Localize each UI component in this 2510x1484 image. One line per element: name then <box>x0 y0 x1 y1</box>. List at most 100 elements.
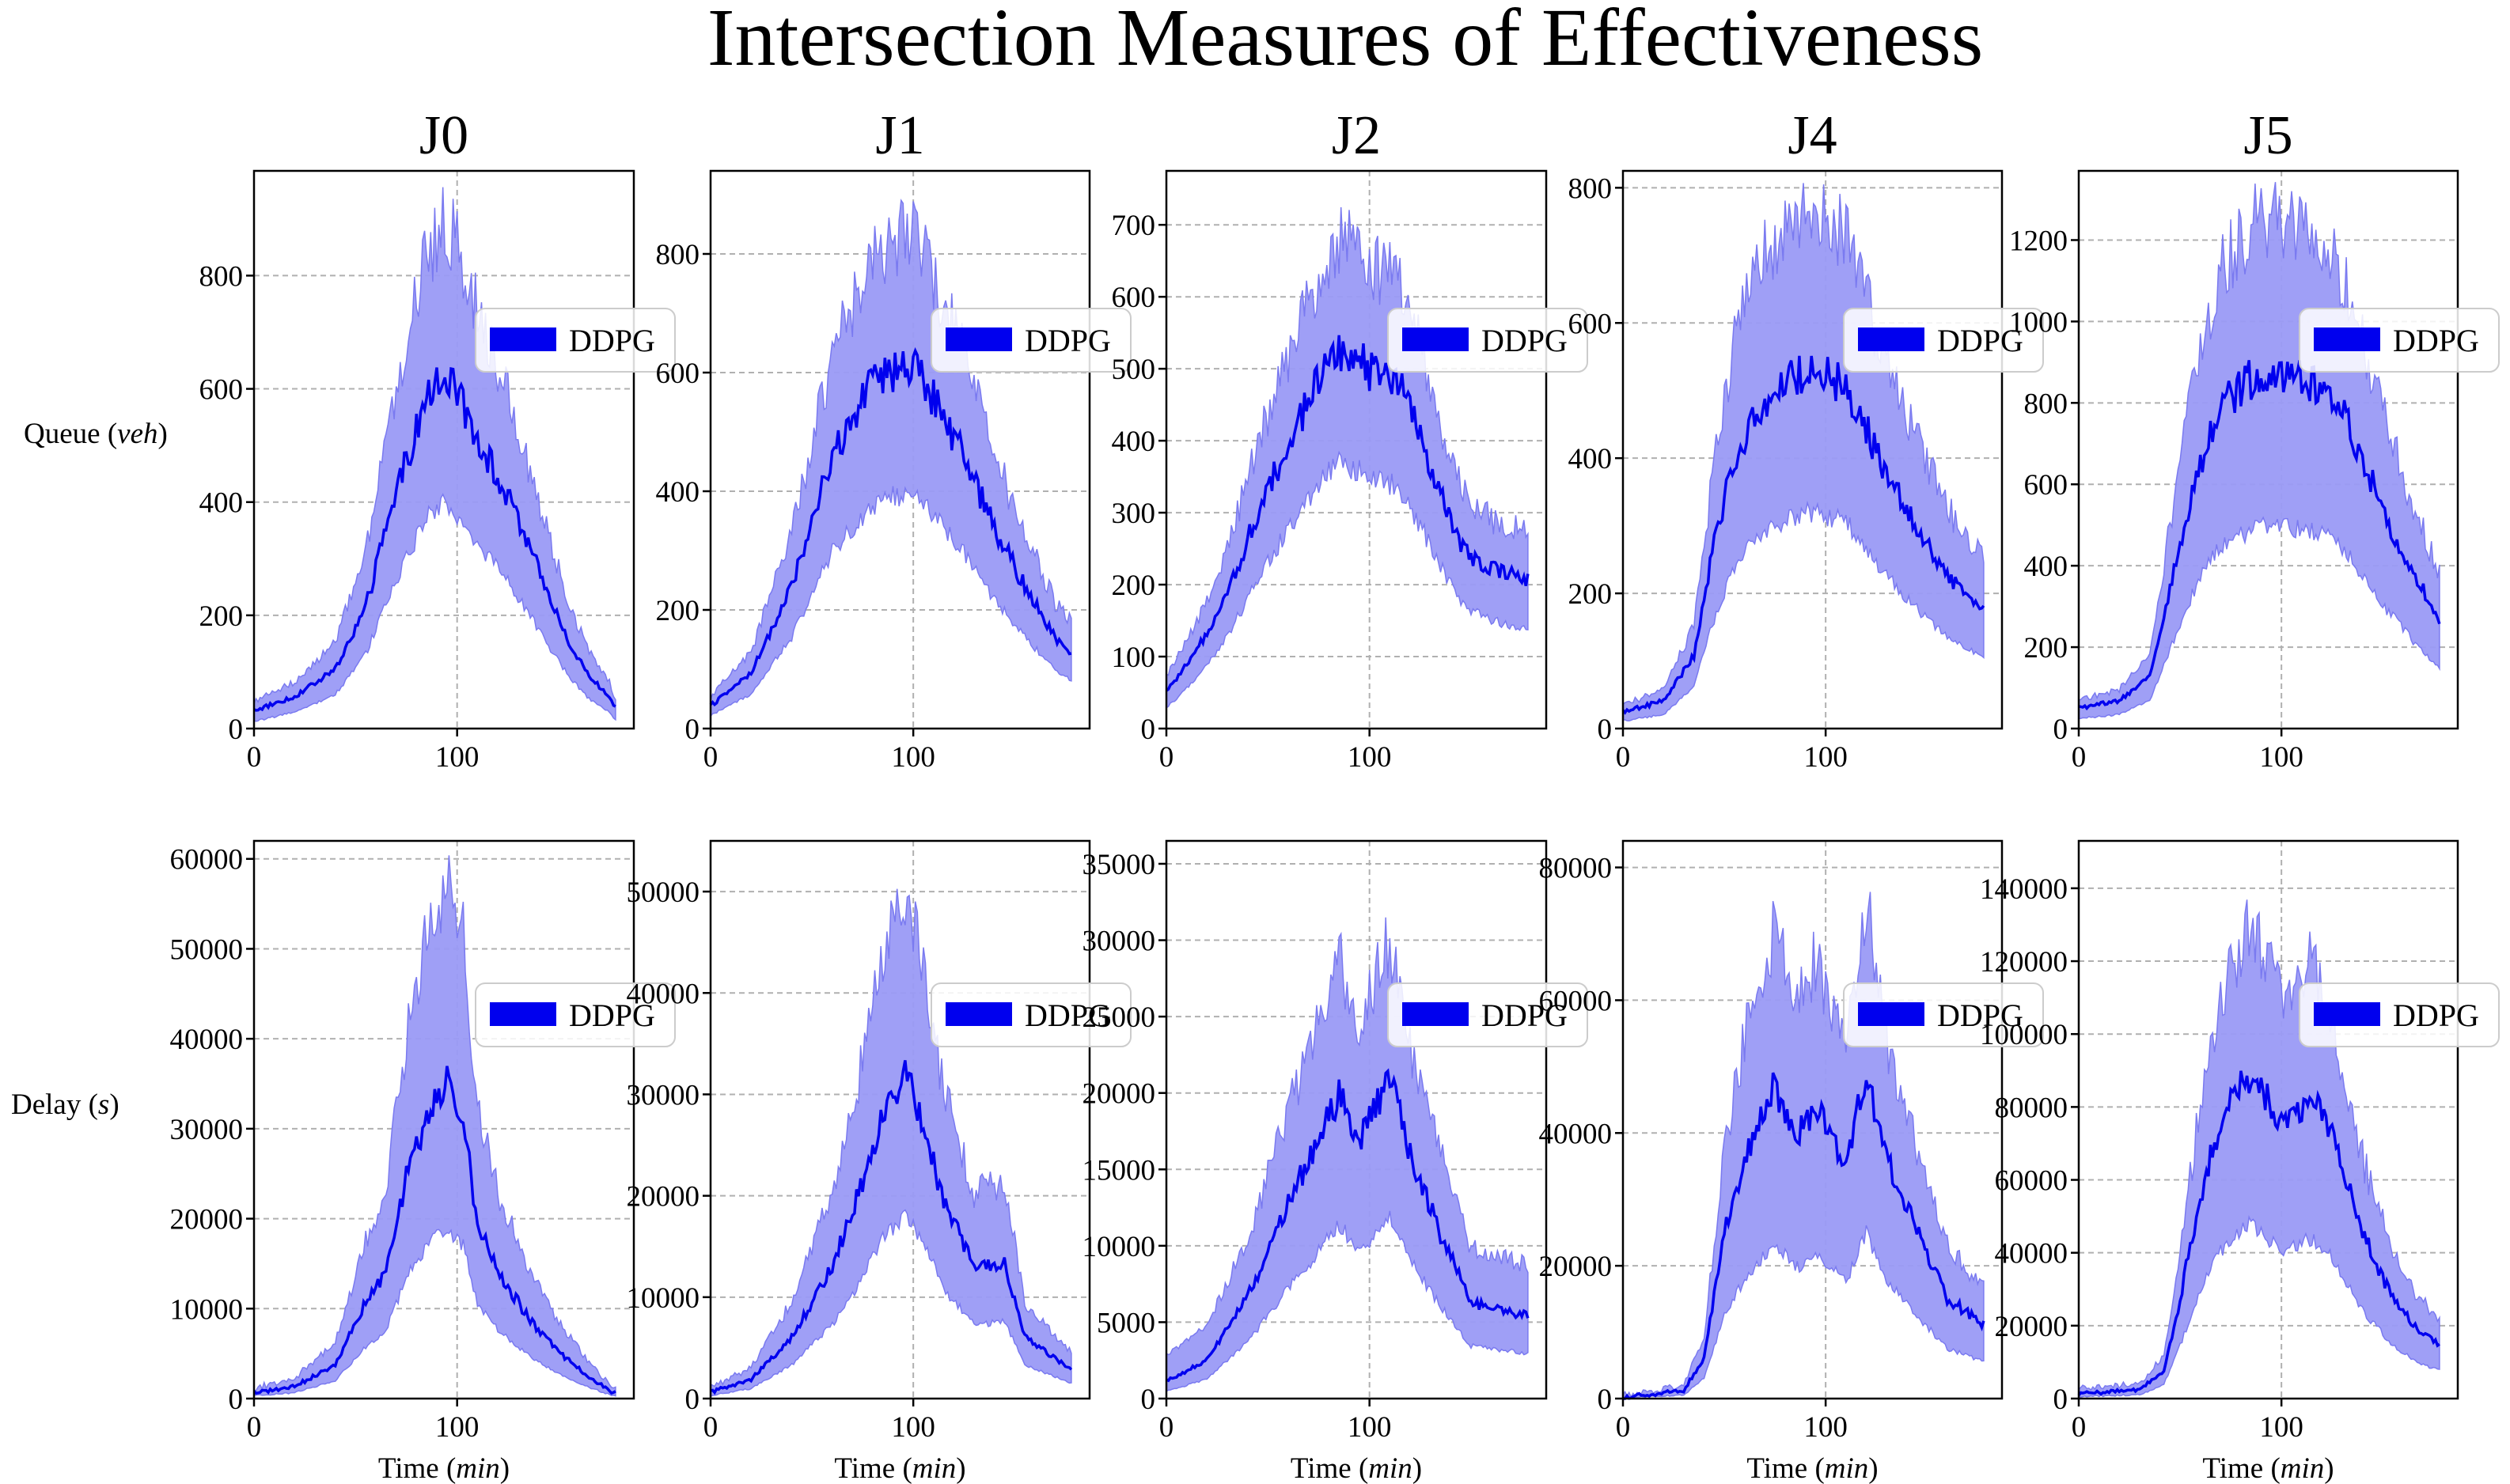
chart-panel-j2-delay: 0 5000 10000 15000 20000 25000 30000 35000 0 100 T… <box>1082 839 1588 1484</box>
y-tick-label: 0 <box>229 714 244 746</box>
series-line-ddpg <box>253 366 616 712</box>
panel-title: J5 <box>2243 105 2292 166</box>
legend-swatch <box>2314 327 2380 351</box>
row-label-close: ) <box>109 1088 119 1121</box>
axes-frame <box>2077 169 2459 730</box>
y-tick-label: 0 <box>2053 1384 2068 1416</box>
y-tick-label: 20000 <box>1995 1311 2068 1343</box>
y-tick-label: 0 <box>229 1384 244 1416</box>
axes-frame <box>252 169 635 730</box>
chart-panel-j4-queue: J4 0 200 400 600 800 0 100 DDPG <box>1568 105 2044 774</box>
y-tick-label: 0 <box>1141 714 1156 746</box>
y-tick-label: 50000 <box>627 876 700 909</box>
y-tick-label: 400 <box>656 476 700 509</box>
x-tick-label: 0 <box>703 1411 718 1444</box>
legend-swatch <box>2314 1002 2380 1026</box>
chart-panel-j0-queue: J0 0 200 400 600 800 0 100 DDPG <box>199 105 676 774</box>
y-tick-label: 60000 <box>1995 1165 2068 1198</box>
y-tick-label: 400 <box>1112 426 1156 458</box>
y-tick-label: 200 <box>199 600 244 633</box>
legend-swatch <box>946 327 1012 351</box>
legend-swatch <box>1858 327 1924 351</box>
y-tick-label: 600 <box>1112 282 1156 314</box>
y-tick-label: 40000 <box>170 1024 244 1056</box>
chart-panel-j2-queue: J2 0 100 200 300 400 500 600 700 0 100 DDPG <box>1112 105 1588 774</box>
y-tick-label: 800 <box>1568 172 1613 205</box>
legend: DDPG <box>475 308 676 373</box>
series-band-ddpg <box>1166 206 1529 710</box>
series-band-ddpg <box>2078 182 2440 720</box>
legend-box <box>475 982 676 1047</box>
legend: DDPG <box>931 308 1132 373</box>
x-tick-label: 0 <box>247 1411 262 1444</box>
row-label-unit: veh <box>117 418 157 450</box>
chart-panel-j5-queue: J5 0 200 400 600 800 1000 1200 0 100 DDPG <box>2009 105 2500 774</box>
axes-frame <box>1621 169 2004 730</box>
series-line-ddpg <box>2077 1070 2440 1396</box>
row-label: Queue (veh) <box>24 418 168 450</box>
panel-title: J0 <box>419 105 468 166</box>
y-tick-label: 0 <box>2053 714 2068 746</box>
series-line-ddpg <box>1623 1072 1985 1400</box>
y-tick-label: 40000 <box>627 978 700 1010</box>
series-band-ddpg <box>253 187 616 722</box>
x-axis-label-close: ) <box>2324 1452 2334 1484</box>
y-tick-label: 600 <box>1568 308 1613 340</box>
axes-frame <box>1165 839 1548 1400</box>
legend-label: DDPG <box>569 323 655 358</box>
x-tick-label: 100 <box>1803 741 1848 774</box>
legend: DDPG <box>931 982 1132 1047</box>
series-line-ddpg <box>1166 1068 1530 1383</box>
y-tick-label: 20000 <box>170 1204 244 1236</box>
y-tick-label: 200 <box>1112 570 1156 602</box>
y-tick-label: 0 <box>1141 1384 1156 1416</box>
x-axis-label-close: ) <box>956 1452 965 1484</box>
x-tick-label: 0 <box>1616 1411 1631 1444</box>
legend: DDPG <box>1387 308 1588 373</box>
chart-panel-j0-delay: 0 10000 20000 30000 40000 50000 60000 0 100 Time … <box>170 839 676 1484</box>
legend-swatch <box>490 1002 556 1026</box>
x-axis-label: Time (min) <box>378 1452 510 1484</box>
y-tick-label: 100000 <box>1980 1019 2068 1051</box>
legend-label: DDPG <box>1937 998 2023 1033</box>
legend-swatch <box>1402 1002 1469 1026</box>
legend-box <box>475 308 676 373</box>
y-tick-label: 400 <box>1568 443 1613 475</box>
legend: DDPG <box>1843 982 2044 1047</box>
legend-label: DDPG <box>1025 323 1111 358</box>
series-line-ddpg <box>2078 360 2441 711</box>
y-tick-label: 50000 <box>170 933 244 966</box>
y-tick-label: 800 <box>2024 388 2068 420</box>
row-label-text: Queue ( <box>24 418 117 450</box>
legend-box <box>1387 308 1588 373</box>
series-band-ddpg <box>1622 892 1985 1399</box>
x-axis-label: Time (min) <box>834 1452 965 1484</box>
x-tick-label: 0 <box>1159 1411 1174 1444</box>
chart-panels: J0 0 200 400 600 800 0 100 DDPG J1 0 200 400 600 800 0 1… <box>170 105 2500 1484</box>
legend-box <box>931 308 1132 373</box>
series-line-ddpg <box>1621 355 1985 715</box>
y-tick-label: 25000 <box>1082 1001 1156 1034</box>
x-tick-label: 100 <box>891 1411 935 1444</box>
legend-label: DDPG <box>1025 998 1111 1033</box>
y-tick-label: 500 <box>1112 354 1156 386</box>
x-axis-label-unit: min <box>2281 1452 2325 1484</box>
y-tick-label: 10000 <box>627 1282 700 1315</box>
y-tick-label: 100 <box>1112 642 1156 674</box>
x-tick-label: 100 <box>1348 741 1392 774</box>
x-tick-label: 100 <box>435 1411 480 1444</box>
y-tick-label: 10000 <box>170 1293 244 1326</box>
series-band-ddpg <box>1166 917 1529 1393</box>
axes-frame <box>2077 839 2459 1400</box>
x-axis-label-unit: min <box>1368 1452 1412 1484</box>
y-tick-label: 40000 <box>1539 1118 1613 1150</box>
x-axis-label-text: Time ( <box>1291 1452 1368 1484</box>
x-tick-label: 100 <box>1348 1411 1392 1444</box>
legend-box <box>2299 308 2500 373</box>
panel-title: J1 <box>875 105 924 166</box>
legend: DDPG <box>475 982 676 1047</box>
y-tick-label: 600 <box>656 358 700 390</box>
legend-label: DDPG <box>1481 998 1568 1033</box>
series-band-ddpg <box>710 888 1072 1398</box>
y-tick-label: 80000 <box>1539 853 1613 885</box>
